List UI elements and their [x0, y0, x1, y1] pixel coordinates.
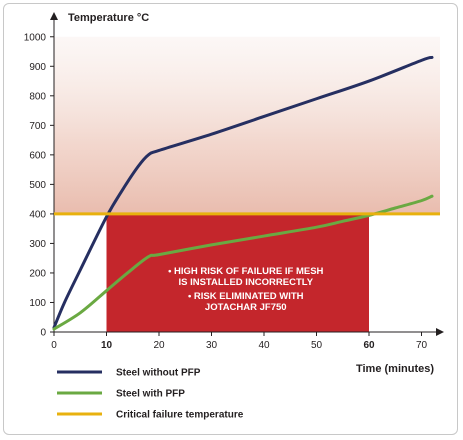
x-tick-label: 60	[363, 340, 375, 351]
y-tick-label: 700	[29, 121, 46, 132]
x-axis-arrow-icon	[436, 328, 444, 336]
x-tick-label: 30	[206, 340, 218, 351]
y-tick-label: 800	[29, 91, 46, 102]
heat-zone-band	[54, 36, 440, 214]
x-axis-title: Time (minutes)	[356, 363, 434, 375]
y-axis-title: Temperature °C	[68, 12, 149, 24]
risk-region	[106, 213, 369, 332]
risk-note-line: IS INSTALLED INCORRECTLY	[178, 277, 313, 288]
y-tick-label: 100	[29, 298, 46, 309]
legend-label-critical-failure-temperature: Critical failure temperature	[116, 410, 244, 421]
y-axis-arrow-icon	[50, 12, 58, 20]
x-tick-label: 40	[258, 340, 270, 351]
x-tick-label: 70	[416, 340, 428, 351]
y-tick-label: 900	[29, 62, 46, 73]
y-tick-label: 200	[29, 268, 46, 279]
series-line-steel-without-pfp	[52, 55, 434, 330]
y-tick-label: 400	[29, 209, 46, 220]
legend-label-steel-with-pfp: Steel with PFP	[116, 389, 185, 400]
risk-note-line: JOTACHAR JF750	[205, 302, 287, 313]
y-tick-label: 500	[29, 180, 46, 191]
legend-label-steel-without-pfp: Steel without PFP	[116, 368, 201, 379]
risk-note-line: • HIGH RISK OF FAILURE IF MESH	[168, 266, 323, 277]
y-tick-label: 600	[29, 150, 46, 161]
x-tick-label: 10	[101, 340, 113, 351]
x-tick-label: 20	[153, 340, 165, 351]
series-line-steel-with-pfp	[52, 194, 434, 331]
risk-note-line: • RISK ELIMINATED WITH	[188, 291, 304, 302]
y-tick-label: 1000	[24, 32, 47, 43]
y-tick-label: 0	[40, 328, 46, 339]
y-tick-label: 300	[29, 239, 46, 250]
x-tick-label: 50	[311, 340, 323, 351]
x-tick-label: 0	[51, 340, 57, 351]
